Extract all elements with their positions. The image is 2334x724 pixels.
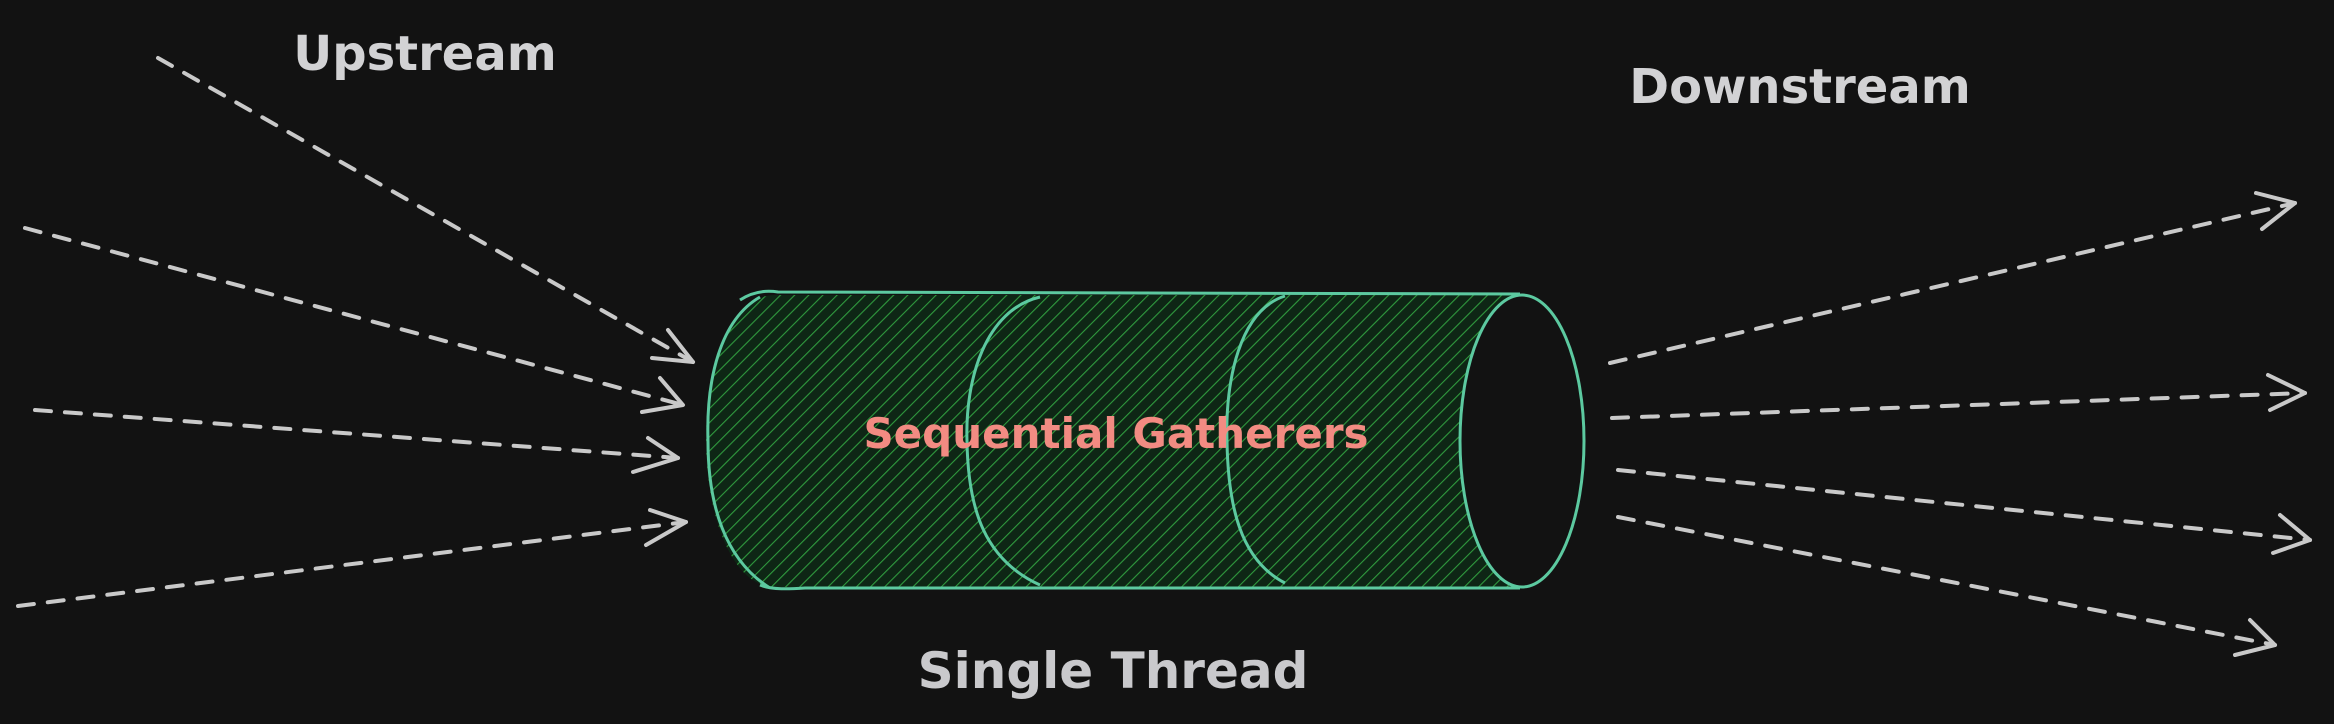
pipe-outline-top (739, 289, 1521, 302)
outgoing-arrow-3 (1616, 468, 2312, 555)
pipe-hatch (706, 295, 1584, 587)
outgoing-arrow-2 (1610, 373, 2307, 420)
single-thread-label: Single Thread (918, 642, 1309, 700)
outgoing-arrows (1608, 191, 2312, 657)
pipe-outline-left-end (706, 295, 771, 590)
center-label: Sequential Gatherers (863, 409, 1368, 458)
downstream-label: Downstream (1629, 59, 1970, 115)
pipe-segment-seam-1 (965, 295, 1041, 587)
incoming-arrows (16, 56, 695, 608)
upstream-label: Upstream (293, 26, 556, 82)
incoming-arrow-1 (156, 56, 695, 364)
pipe-outline-bottom (759, 583, 1520, 591)
incoming-arrow-3 (33, 408, 680, 474)
incoming-arrow-2 (23, 226, 685, 414)
incoming-arrow-4 (16, 508, 688, 608)
outgoing-arrow-4 (1616, 515, 2277, 657)
pipe-opening (1458, 293, 1586, 589)
pipe-segment-seam-2 (1225, 294, 1286, 585)
pipe-cylinder (706, 289, 1586, 591)
outgoing-arrow-1 (1608, 191, 2297, 365)
